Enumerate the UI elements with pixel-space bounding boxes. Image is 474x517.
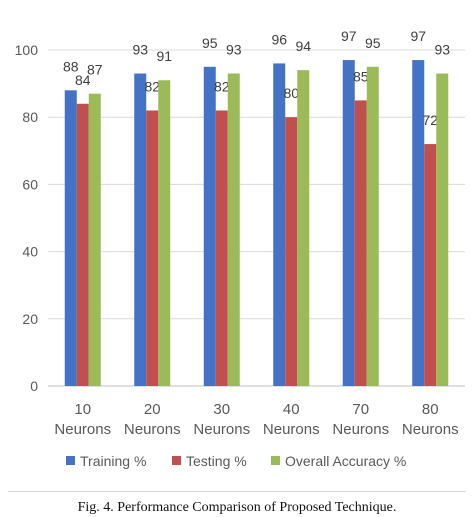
bar-testing (354, 100, 367, 387)
data-label: 97 (341, 28, 357, 44)
bar-training (273, 63, 286, 386)
bar-testing (285, 117, 298, 386)
x-tick-label: 10 (74, 401, 91, 418)
bar-training (412, 60, 425, 387)
bar-overall (88, 93, 101, 387)
x-tick-label: 80 (422, 401, 439, 418)
bar-testing (424, 144, 437, 386)
bar-overall (158, 80, 171, 387)
bar-overall (366, 66, 379, 387)
bar-overall (436, 73, 449, 387)
data-label: 93 (132, 42, 148, 58)
legend-label: Testing % (186, 453, 247, 469)
x-tick-label: Neurons (54, 421, 111, 438)
bar-testing (76, 103, 89, 386)
y-tick-label: 40 (22, 244, 38, 260)
bar-testing (146, 110, 159, 386)
y-tick-label: 20 (22, 311, 38, 327)
data-label: 72 (422, 112, 438, 128)
figure-caption: Fig. 4. Performance Comparison of Propos… (77, 500, 397, 515)
bar-training (203, 66, 216, 387)
y-tick-label: 80 (22, 109, 38, 125)
data-label: 97 (410, 28, 426, 44)
data-label: 96 (271, 31, 287, 47)
x-tick-label: Neurons (332, 421, 389, 438)
x-tick-label: Neurons (124, 421, 181, 438)
legend-swatch (271, 456, 280, 465)
y-tick-label: 100 (15, 42, 39, 58)
data-label: 82 (144, 78, 160, 94)
legend-label: Training % (80, 453, 146, 469)
data-label: 84 (75, 72, 91, 88)
data-label: 91 (156, 48, 172, 64)
data-label: 80 (283, 85, 299, 101)
legend-label: Overall Accuracy % (285, 453, 406, 469)
x-tick-label: Neurons (193, 421, 250, 438)
x-tick-label: 70 (352, 401, 369, 418)
bar-training (342, 60, 355, 387)
data-label: 82 (214, 78, 230, 94)
data-label: 88 (63, 58, 79, 74)
data-label: 93 (434, 42, 450, 58)
bar-overall (227, 73, 240, 387)
data-label: 94 (295, 38, 311, 54)
data-label: 87 (87, 62, 103, 78)
bar-overall (297, 70, 310, 386)
y-tick-label: 60 (22, 176, 38, 192)
legend-swatch (66, 456, 75, 465)
x-tick-label: 20 (144, 401, 161, 418)
bar-testing (215, 110, 228, 386)
y-tick-label: 0 (30, 378, 38, 394)
data-label: 85 (353, 68, 369, 84)
x-tick-label: Neurons (263, 421, 320, 438)
bar-training (64, 90, 77, 386)
x-tick-label: Neurons (402, 421, 459, 438)
divider (8, 491, 466, 492)
bar-training (134, 73, 147, 387)
data-label: 95 (365, 35, 381, 51)
legend-swatch (172, 456, 181, 465)
data-label: 95 (202, 35, 218, 51)
data-label: 93 (226, 42, 242, 58)
x-tick-label: 40 (283, 401, 300, 418)
x-tick-label: 30 (213, 401, 230, 418)
